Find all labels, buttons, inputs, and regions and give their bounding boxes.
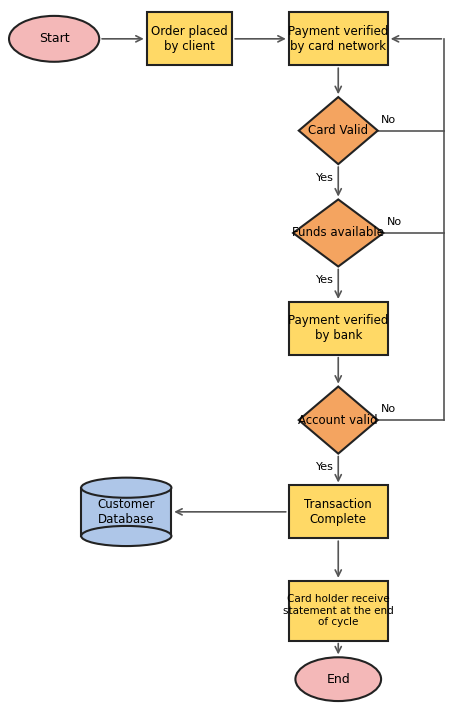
- Text: No: No: [387, 217, 402, 227]
- Text: Yes: Yes: [316, 173, 334, 183]
- Text: No: No: [382, 405, 396, 414]
- Ellipse shape: [295, 657, 381, 701]
- Text: Payment verified
by card network: Payment verified by card network: [288, 25, 388, 53]
- Polygon shape: [299, 386, 378, 453]
- Text: No: No: [382, 115, 396, 125]
- FancyBboxPatch shape: [81, 488, 171, 536]
- FancyBboxPatch shape: [289, 486, 388, 538]
- Ellipse shape: [9, 16, 99, 62]
- Ellipse shape: [81, 526, 171, 546]
- Text: Card Valid: Card Valid: [308, 124, 368, 137]
- Text: Payment verified
by bank: Payment verified by bank: [288, 314, 388, 342]
- Text: Order placed
by client: Order placed by client: [151, 25, 228, 53]
- Text: Start: Start: [39, 32, 69, 45]
- Text: Funds available: Funds available: [292, 227, 384, 239]
- FancyBboxPatch shape: [289, 12, 388, 66]
- Ellipse shape: [81, 478, 171, 498]
- Polygon shape: [299, 97, 378, 164]
- Text: Customer
Database: Customer Database: [97, 498, 155, 526]
- Text: Account valid: Account valid: [299, 414, 378, 426]
- Polygon shape: [293, 199, 383, 266]
- FancyBboxPatch shape: [289, 302, 388, 354]
- FancyBboxPatch shape: [147, 12, 232, 66]
- Text: Transaction
Complete: Transaction Complete: [304, 498, 372, 526]
- Text: Yes: Yes: [316, 462, 334, 472]
- Text: Card holder receive
statement at the end
of cycle: Card holder receive statement at the end…: [283, 594, 394, 628]
- FancyBboxPatch shape: [289, 580, 388, 641]
- Text: Yes: Yes: [316, 275, 334, 285]
- Text: End: End: [327, 673, 350, 686]
